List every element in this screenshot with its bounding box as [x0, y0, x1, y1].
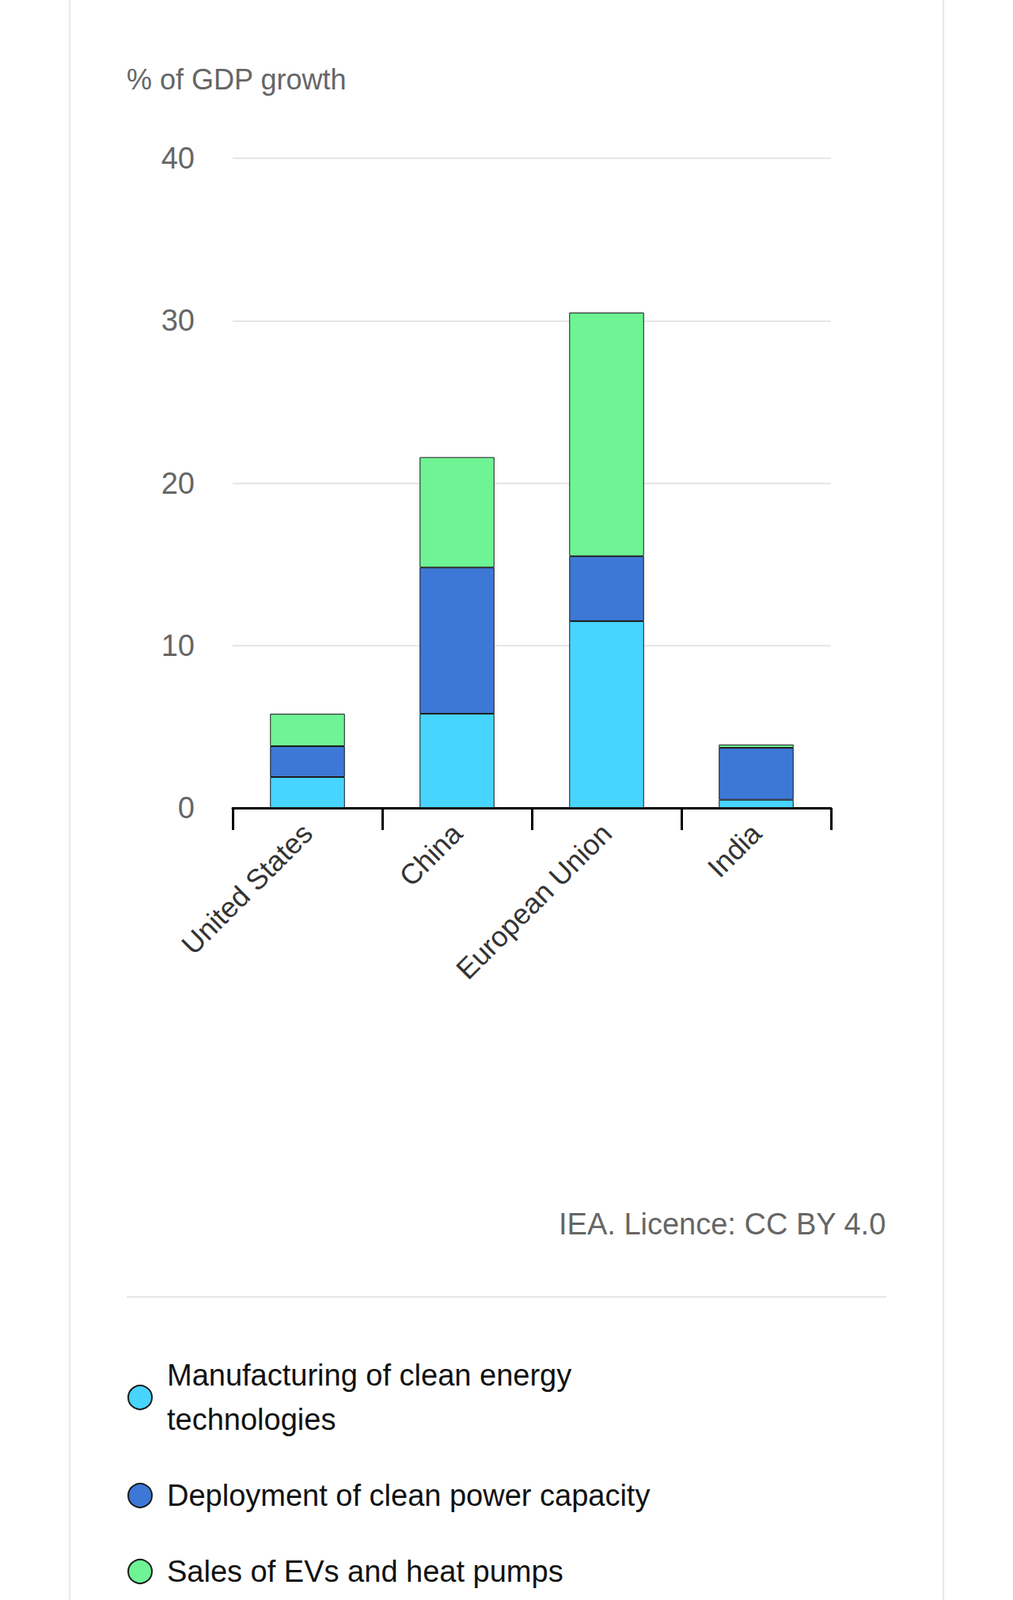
- svg-text:0: 0: [178, 791, 195, 825]
- svg-text:Deployment of clean power capa: Deployment of clean power capacity: [166, 1479, 650, 1513]
- svg-text:India: India: [701, 816, 769, 885]
- svg-text:China: China: [393, 816, 470, 893]
- svg-text:% of GDP growth: % of GDP growth: [126, 63, 346, 96]
- svg-text:10: 10: [161, 629, 195, 663]
- svg-text:technologies: technologies: [166, 1403, 336, 1437]
- svg-text:European Union: European Union: [449, 817, 619, 987]
- svg-text:IEA. Licence: CC BY 4.0: IEA. Licence: CC BY 4.0: [558, 1207, 886, 1241]
- svg-text:40: 40: [161, 141, 195, 175]
- svg-text:20: 20: [161, 466, 195, 501]
- svg-text:30: 30: [161, 303, 195, 338]
- svg-text:Sales of EVs and heat pumps: Sales of EVs and heat pumps: [166, 1555, 564, 1589]
- svg-text:Manufacturing of clean energy: Manufacturing of clean energy: [166, 1358, 581, 1393]
- svg-text:United States: United States: [174, 817, 319, 962]
